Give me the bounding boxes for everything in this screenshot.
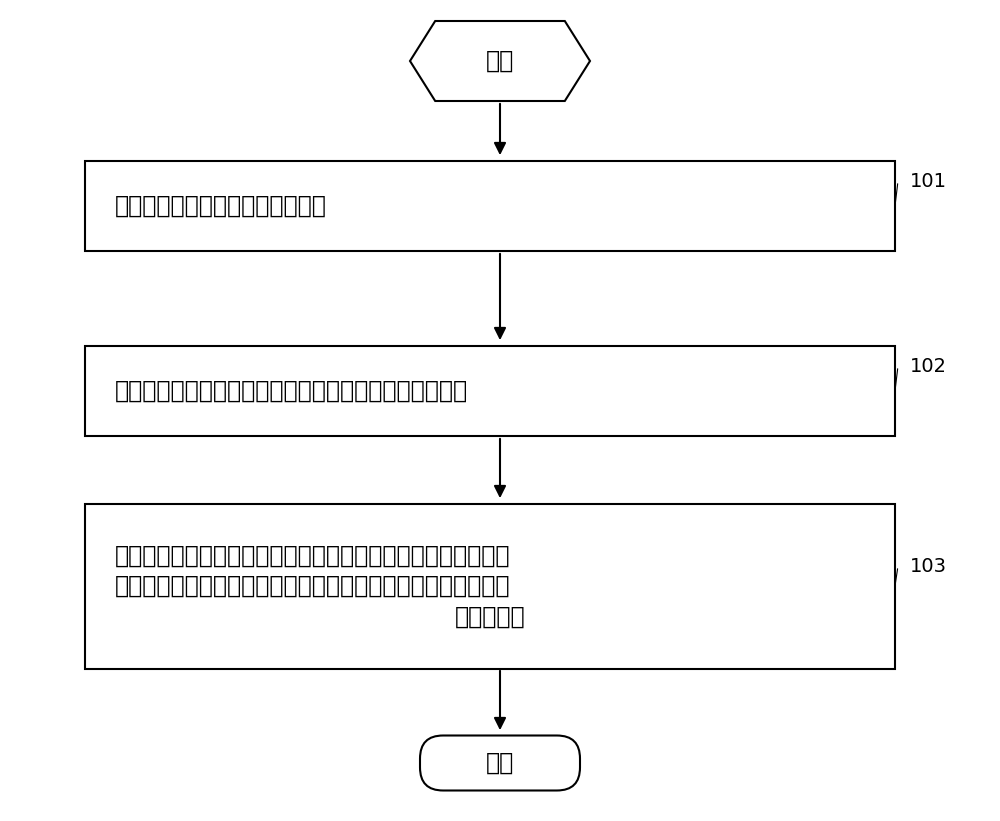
Text: 终端根据所述第一控制信息控制所述数字电视接收终端的电源处: 终端根据所述第一控制信息控制所述数字电视接收终端的电源处 — [115, 574, 511, 598]
FancyBboxPatch shape — [85, 503, 895, 668]
Text: 结束: 结束 — [486, 751, 514, 775]
Text: 向数字电视接收终端发送第一控制信息，以使所述数字电视接收: 向数字电视接收终端发送第一控制信息，以使所述数字电视接收 — [115, 544, 511, 567]
Text: 于开启状态: 于开启状态 — [455, 604, 525, 629]
Text: 103: 103 — [910, 557, 947, 576]
FancyBboxPatch shape — [85, 346, 895, 436]
FancyBboxPatch shape — [420, 736, 580, 791]
FancyBboxPatch shape — [85, 161, 895, 251]
Text: 当所述温度超过预设门限时，确定所述物体具有生命体征: 当所述温度超过预设门限时，确定所述物体具有生命体征 — [115, 379, 468, 403]
Text: 通过红外线传感器检测物体的温度: 通过红外线传感器检测物体的温度 — [115, 194, 327, 218]
Polygon shape — [410, 21, 590, 101]
Text: 开始: 开始 — [486, 49, 514, 73]
Text: 102: 102 — [910, 356, 947, 375]
Text: 101: 101 — [910, 172, 947, 190]
